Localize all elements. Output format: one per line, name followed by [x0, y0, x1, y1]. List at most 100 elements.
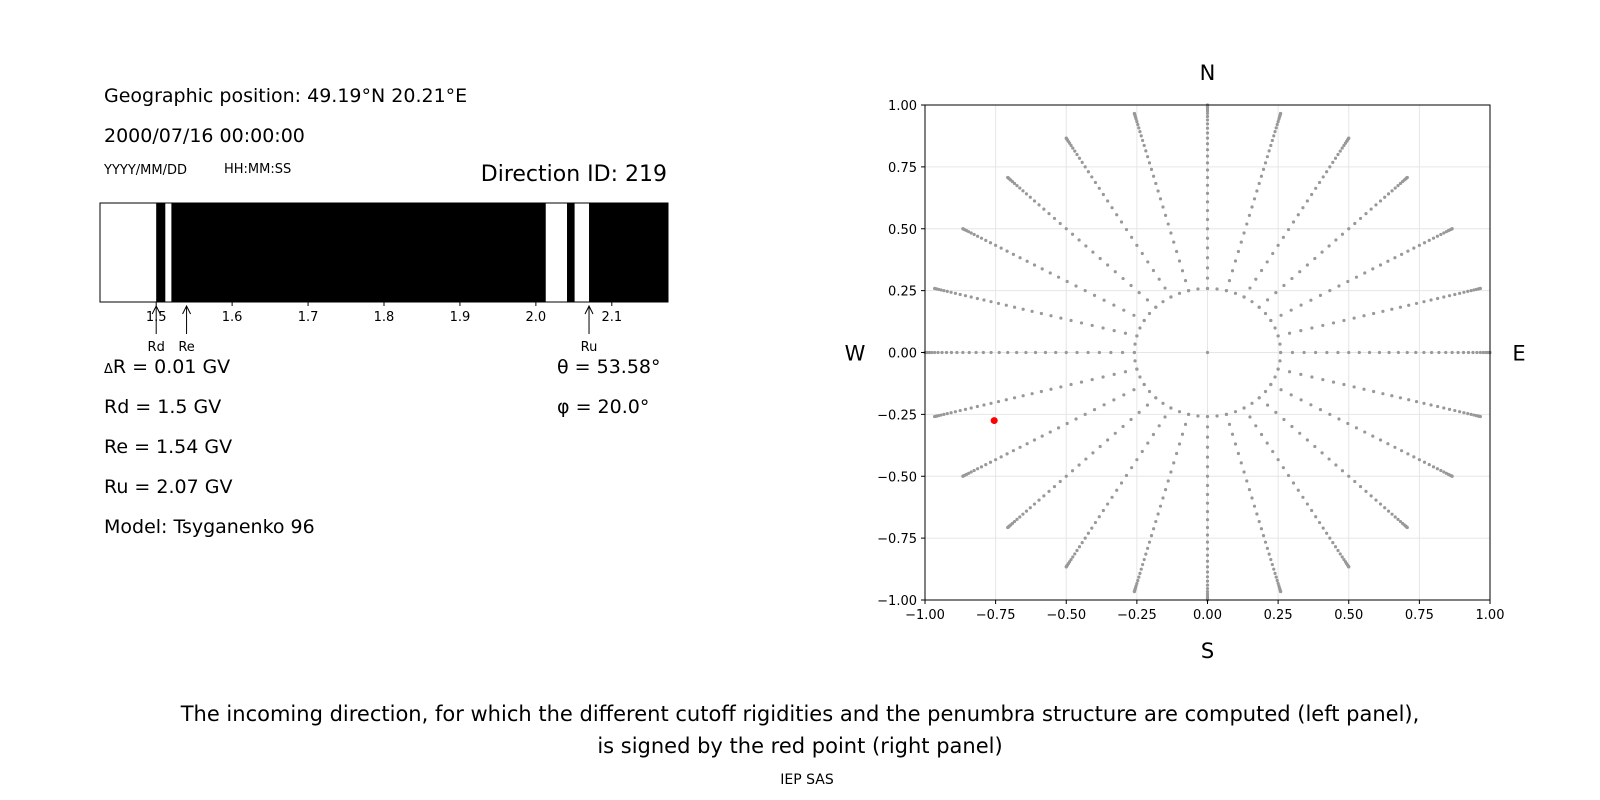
footer-label: IEP SAS	[780, 772, 834, 788]
compass-west: W	[845, 342, 866, 366]
direction-point	[1098, 444, 1102, 449]
direction-point	[1174, 451, 1179, 456]
direction-point	[1265, 298, 1270, 302]
direction-point	[1049, 314, 1053, 318]
direction-point	[1004, 398, 1008, 402]
direction-point	[1115, 488, 1119, 492]
direction-point	[1080, 541, 1084, 545]
direction-point	[1122, 393, 1126, 397]
direction-point	[1453, 408, 1457, 413]
direction-point	[1347, 350, 1351, 355]
direction-point	[1290, 350, 1295, 355]
direction-point	[1342, 318, 1346, 323]
direction-point	[1138, 375, 1142, 379]
direction-point	[1018, 515, 1022, 519]
direction-point	[1276, 119, 1280, 124]
direction-point	[1414, 301, 1419, 306]
direction-point	[1056, 275, 1061, 279]
direction-point	[1310, 192, 1314, 197]
direction-point	[1101, 508, 1105, 513]
direction-point	[1301, 495, 1305, 499]
direction-point	[1180, 432, 1185, 436]
direction-point	[1378, 438, 1383, 442]
direction-point	[988, 460, 993, 464]
direction-point	[1205, 501, 1210, 505]
direction-point	[1147, 540, 1152, 544]
direction-point	[994, 458, 998, 462]
direction-point	[1362, 387, 1366, 391]
direction-point	[1021, 307, 1025, 311]
direction-point	[1065, 279, 1069, 284]
direction-point	[1091, 451, 1095, 455]
direction-point	[1048, 430, 1052, 434]
direction-point	[1357, 350, 1361, 355]
direction-point	[1342, 382, 1346, 387]
direction-point	[1205, 154, 1210, 158]
direction-point	[1205, 565, 1210, 569]
direction-point	[1261, 167, 1266, 171]
direction-point	[984, 238, 988, 242]
direction-point	[1393, 515, 1397, 519]
direction-point	[994, 243, 998, 247]
direction-point	[1239, 461, 1243, 465]
direction-point	[1431, 465, 1436, 469]
direction-point	[989, 300, 993, 304]
direction-point	[1075, 152, 1079, 157]
direction-point	[1043, 350, 1048, 355]
direction-point	[1371, 267, 1375, 271]
direction-point	[1021, 394, 1025, 398]
direction-point	[945, 289, 949, 294]
direction-point	[1430, 350, 1434, 355]
direction-point	[1133, 342, 1137, 346]
direction-point	[1090, 323, 1094, 328]
direction-point	[1276, 334, 1280, 338]
direction-point	[1383, 506, 1387, 510]
direction-point	[1291, 481, 1296, 485]
direction-point	[1112, 372, 1116, 377]
direction-point	[1257, 305, 1261, 309]
direction-point	[1021, 189, 1025, 193]
direction-point	[1106, 502, 1110, 506]
direction-point	[1299, 398, 1303, 402]
direction-point	[1412, 455, 1416, 459]
model-label: Model: Tsyganenko 96	[104, 516, 315, 538]
direction-point	[1205, 553, 1210, 557]
direction-point	[1417, 458, 1421, 462]
direction-point	[1205, 586, 1210, 591]
direction-point	[1084, 457, 1088, 461]
direction-point	[1298, 270, 1302, 274]
direction-point	[1358, 484, 1363, 489]
direction-point	[1279, 313, 1283, 317]
direction-point	[1177, 291, 1182, 295]
direction-point	[1109, 350, 1113, 355]
direction-point	[1310, 326, 1314, 330]
direction-point	[1427, 463, 1431, 467]
direction-point	[1305, 438, 1309, 442]
direction-point	[1412, 246, 1416, 250]
direction-point	[1314, 515, 1318, 519]
direction-point	[1077, 156, 1082, 160]
direction-point	[1414, 399, 1419, 404]
direction-point	[976, 234, 980, 238]
direction-point	[1054, 350, 1058, 355]
direction-point	[1205, 575, 1210, 579]
direction-point	[1132, 350, 1136, 355]
direction-point	[1347, 565, 1351, 569]
direction-point	[1205, 136, 1210, 140]
direction-point	[1180, 269, 1185, 273]
direction-point	[1279, 589, 1283, 594]
direction-point	[1427, 238, 1431, 242]
direction-point	[1113, 270, 1117, 274]
direction-point	[1286, 227, 1291, 232]
direction-point	[1313, 256, 1317, 261]
direction-point	[1005, 452, 1009, 456]
direction-point	[953, 291, 957, 295]
direction-point	[1135, 367, 1139, 371]
direction-point	[1248, 286, 1252, 290]
direction-point	[1119, 481, 1124, 485]
direction-point	[1321, 175, 1325, 179]
direction-point	[1362, 314, 1366, 318]
re-value: Re = 1.54 GV	[104, 436, 233, 458]
direction-point	[1037, 203, 1041, 207]
